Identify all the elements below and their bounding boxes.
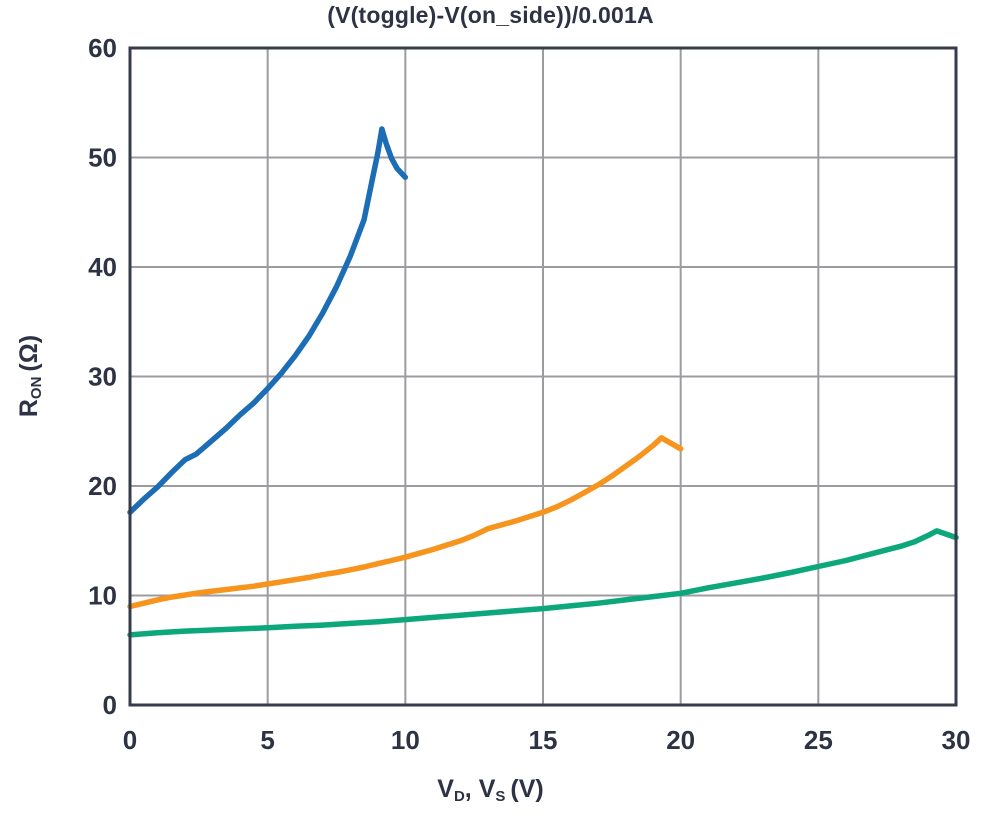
x-tick-label: 15 [529,725,558,755]
y-tick-label: 60 [88,33,117,63]
x-axis-label-v1: V [437,775,454,803]
plot-frame [128,46,958,707]
y-tick-label: 0 [103,690,117,720]
x-axis-label-unit: (V) [505,775,544,803]
x-tick-label: 25 [804,725,833,755]
x-tick-label: 20 [666,725,695,755]
y-tick-label: 10 [88,581,117,611]
y-tick-label: 30 [88,362,117,392]
x-tick-label: 30 [942,725,971,755]
x-tick-label: 10 [391,725,420,755]
chart-title: (V(toggle)-V(on_side))/0.001A [327,2,654,28]
x-tick-label: 0 [123,725,137,755]
y-tick-label: 20 [88,471,117,501]
x-axis-label: VD, VS (V) [0,775,981,805]
y-tick-label: 40 [88,252,117,282]
series-green-curve [127,528,959,638]
x-axis-label-v1-sub: D [453,788,465,805]
x-tick-label: 5 [260,725,274,755]
y-tick-label: 50 [88,143,117,173]
series-orange-curve [127,435,684,610]
x-axis-label-v2: V [478,775,496,803]
x-axis-label-v2-sub: S [495,788,506,805]
x-axis-label-sep: , [464,775,479,803]
series-blue-curve [127,126,409,516]
